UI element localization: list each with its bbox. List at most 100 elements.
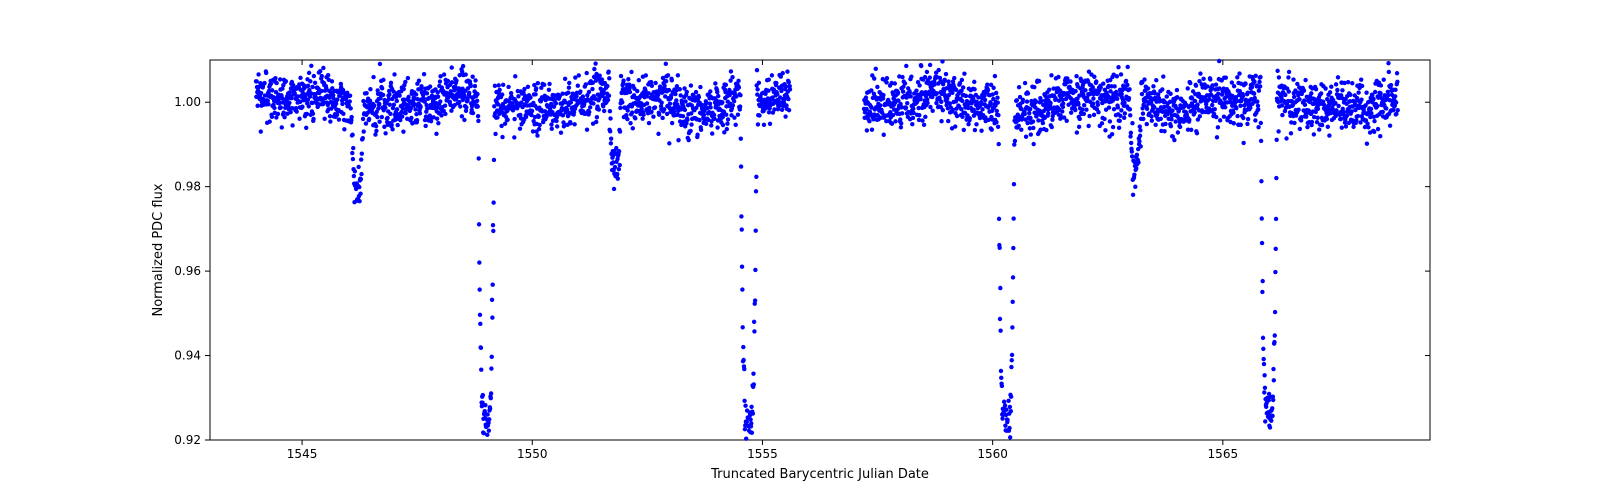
data-point	[1137, 139, 1141, 143]
data-point	[1258, 84, 1262, 88]
data-point	[1119, 108, 1123, 112]
data-point	[1145, 122, 1149, 126]
data-point	[619, 74, 623, 78]
data-point	[1243, 82, 1247, 86]
data-point	[279, 105, 283, 109]
data-point	[749, 421, 753, 425]
data-point	[779, 89, 783, 93]
data-point	[1175, 88, 1179, 92]
data-point	[415, 118, 419, 122]
data-point	[708, 89, 712, 93]
data-point	[493, 132, 497, 136]
data-point	[1000, 416, 1004, 420]
data-point	[867, 119, 871, 123]
data-point	[1008, 435, 1012, 439]
data-point	[609, 136, 613, 140]
data-point	[1359, 77, 1363, 81]
data-point	[488, 406, 492, 410]
data-point	[683, 99, 687, 103]
data-point	[1009, 394, 1013, 398]
data-point	[748, 417, 752, 421]
data-point	[587, 90, 591, 94]
data-point	[752, 382, 756, 386]
data-point	[1004, 407, 1008, 411]
data-point	[360, 151, 364, 155]
data-point	[730, 75, 734, 79]
data-point	[358, 191, 362, 195]
data-point	[664, 62, 668, 66]
data-point	[872, 76, 876, 80]
data-point	[1168, 92, 1172, 96]
data-point	[896, 90, 900, 94]
data-point	[1386, 61, 1390, 65]
data-point	[295, 109, 299, 113]
data-point	[350, 133, 354, 137]
data-point	[1303, 78, 1307, 82]
data-point	[1336, 104, 1340, 108]
data-point	[436, 121, 440, 125]
data-point	[762, 123, 766, 127]
data-point	[1101, 82, 1105, 86]
data-point	[626, 108, 630, 112]
data-point	[377, 102, 381, 106]
data-point	[740, 265, 744, 269]
data-point	[1128, 113, 1132, 117]
data-point	[1034, 99, 1038, 103]
data-point	[376, 106, 380, 110]
data-point	[395, 99, 399, 103]
data-point	[1376, 127, 1380, 131]
data-point	[689, 83, 693, 87]
data-point	[903, 81, 907, 85]
data-point	[270, 115, 274, 119]
data-point	[952, 76, 956, 80]
data-point	[605, 84, 609, 88]
data-point	[1292, 121, 1296, 125]
x-tick-label: 1560	[977, 447, 1008, 461]
data-point	[528, 95, 532, 99]
data-point	[278, 77, 282, 81]
data-point	[389, 123, 393, 127]
data-point	[555, 124, 559, 128]
data-point	[1387, 70, 1391, 74]
data-point	[513, 74, 517, 78]
data-point	[755, 68, 759, 72]
data-point	[554, 119, 558, 123]
data-point	[1087, 114, 1091, 118]
data-point	[506, 85, 510, 89]
data-point	[274, 81, 278, 85]
data-point	[950, 108, 954, 112]
data-point	[1013, 139, 1017, 143]
data-point	[744, 437, 748, 441]
data-point	[996, 125, 1000, 129]
data-point	[1011, 216, 1015, 220]
data-point	[489, 396, 493, 400]
data-point	[1302, 89, 1306, 93]
data-point	[1262, 390, 1266, 394]
data-point	[400, 114, 404, 118]
data-point	[946, 119, 950, 123]
data-point	[497, 88, 501, 92]
data-point	[1316, 107, 1320, 111]
data-point	[708, 105, 712, 109]
data-point	[1138, 134, 1142, 138]
data-point	[633, 116, 637, 120]
data-point	[600, 77, 604, 81]
data-point	[656, 132, 660, 136]
data-point	[435, 116, 439, 120]
data-point	[469, 84, 473, 88]
data-point	[911, 107, 915, 111]
data-point	[594, 120, 598, 124]
data-point	[1115, 74, 1119, 78]
data-point	[463, 72, 467, 76]
data-point	[262, 81, 266, 85]
data-point	[1246, 117, 1250, 121]
data-point	[1369, 111, 1373, 115]
data-point	[1241, 116, 1245, 120]
data-point	[268, 119, 272, 123]
data-point	[549, 122, 553, 126]
data-point	[284, 79, 288, 83]
data-point	[1260, 216, 1264, 220]
data-point	[1241, 141, 1245, 145]
data-point	[585, 128, 589, 132]
data-point	[1103, 128, 1107, 132]
